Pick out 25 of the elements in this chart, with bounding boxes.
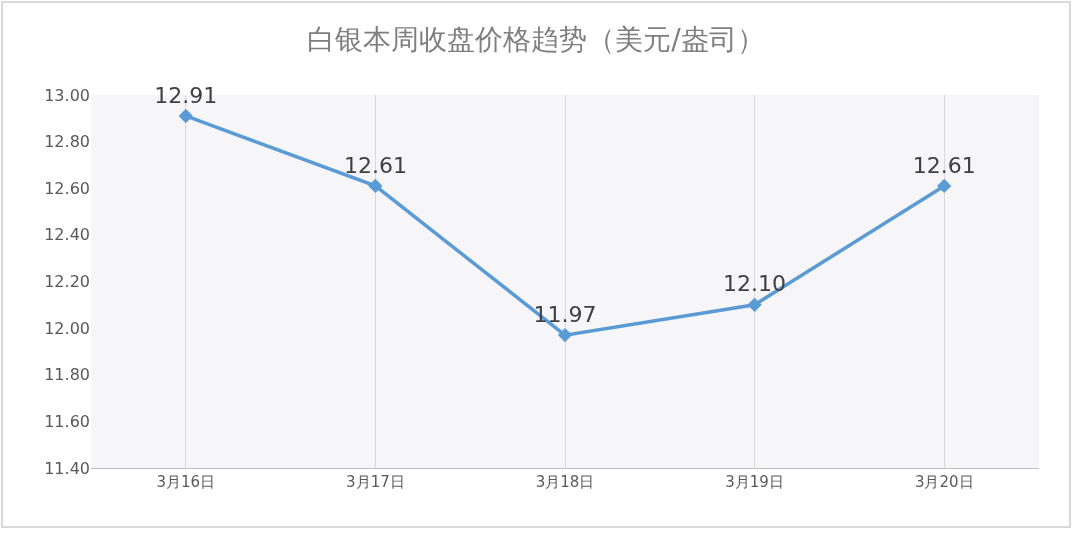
point <box>747 297 762 312</box>
y-tick-label: 12.80 <box>44 132 90 152</box>
x-tick-label: 3月17日 <box>346 473 405 491</box>
x-tick-label: 3月16日 <box>156 473 216 491</box>
y-tick-label: 12.40 <box>44 225 90 245</box>
point <box>557 327 573 343</box>
data-label: 12.91 <box>154 82 218 108</box>
point <box>178 108 193 124</box>
y-tick-label: 12.20 <box>44 272 90 292</box>
point <box>368 178 383 194</box>
x-tick-label: 3月20日 <box>914 473 974 491</box>
y-tick-label: 13.00 <box>44 85 90 105</box>
x-tick-label: 3月18日 <box>535 473 595 491</box>
chart-title: 白银本周收盘价格趋势（美元/盎司） <box>307 22 765 56</box>
data-label: 11.97 <box>533 301 597 327</box>
x-tick-label: 3月19日 <box>725 473 784 491</box>
y-tick-label: 11.80 <box>44 365 90 385</box>
y-tick-label: 11.40 <box>44 458 90 478</box>
y-tick-label: 12.00 <box>44 318 90 338</box>
y-tick-label: 11.60 <box>44 411 90 431</box>
y-tick-label: 12.60 <box>44 178 90 198</box>
data-label: 12.10 <box>723 271 787 297</box>
point <box>937 178 952 194</box>
data-label: 12.61 <box>343 152 407 178</box>
data-label: 12.61 <box>912 152 976 178</box>
